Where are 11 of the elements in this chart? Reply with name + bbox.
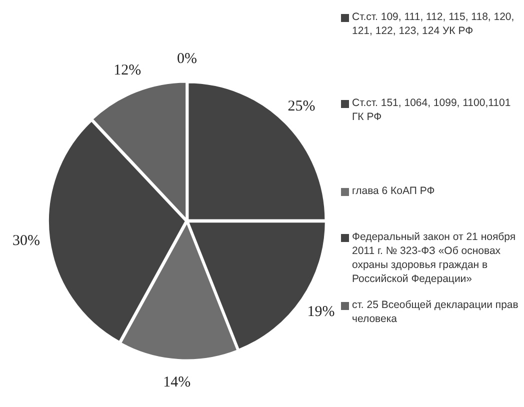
- data-label: 12%: [114, 62, 142, 78]
- data-label: 25%: [288, 98, 316, 114]
- text: 0%: [177, 50, 197, 67]
- data-label: 14%: [163, 374, 191, 391]
- legend-label: глава 6 КоАП РФ: [352, 184, 435, 198]
- legend-label: Ст.ст. 151, 1064, 1099, 1100,1101 ГК РФ: [352, 96, 512, 124]
- data-label: 30%: [12, 233, 40, 250]
- legend-label: Федеральный закон от 21 ноября 2011 г. № 323-ФЗ «Об основах охраны здоровья граждан в Российской Федерации»: [352, 230, 517, 286]
- legend-label: Ст.ст. 109, 111, 112, 115, 118, 120, 121, 122, 123, 124 УК РФ: [352, 10, 516, 38]
- data-label: 19%: [307, 304, 335, 320]
- legend-label: ст. 25 Всеобщей декларации прав человека: [352, 298, 519, 326]
